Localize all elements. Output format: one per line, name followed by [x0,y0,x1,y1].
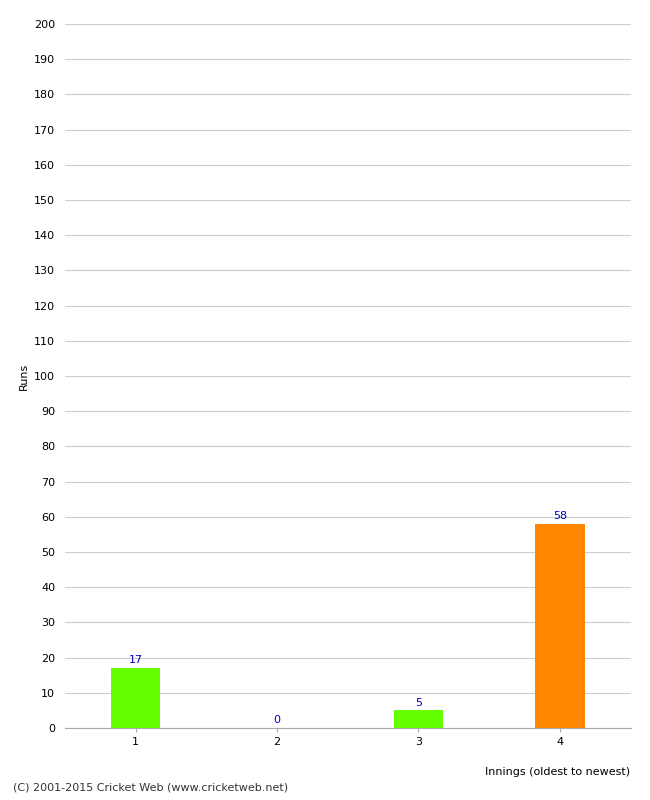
Text: 17: 17 [129,655,143,666]
Text: 0: 0 [274,715,281,725]
Text: Innings (oldest to newest): Innings (oldest to newest) [486,766,630,777]
Bar [111,668,161,728]
Text: 58: 58 [552,511,567,521]
Bar [394,710,443,728]
Text: 5: 5 [415,698,422,707]
Y-axis label: Runs: Runs [19,362,29,390]
Bar [535,524,584,728]
Text: (C) 2001-2015 Cricket Web (www.cricketweb.net): (C) 2001-2015 Cricket Web (www.cricketwe… [13,782,288,792]
